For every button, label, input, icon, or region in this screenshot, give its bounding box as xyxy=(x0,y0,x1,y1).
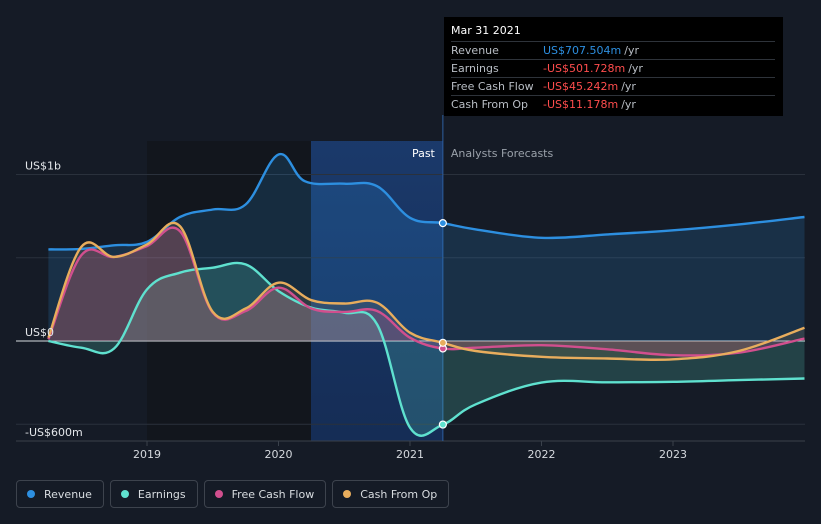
tooltip: Mar 31 2021 Revenue US$707.504m/yr Earning… xyxy=(444,17,783,116)
legend-dot-icon xyxy=(27,490,35,498)
past-label: Past xyxy=(412,147,436,160)
tooltip-row: Revenue US$707.504m/yr xyxy=(451,41,775,59)
free-cash-flow-area xyxy=(48,227,805,356)
tooltip-row-label: Free Cash Flow xyxy=(451,80,534,93)
tooltip-row-label: Revenue xyxy=(451,44,499,57)
x-tick-label: 2022 xyxy=(528,448,556,461)
tooltip-row-value: -US$45.242m xyxy=(543,80,619,93)
x-tick-label: 2020 xyxy=(265,448,293,461)
legend-dot-icon xyxy=(343,490,352,498)
legend-item-free-cash-flow[interactable]: Free Cash Flow xyxy=(203,480,327,508)
x-tick-label: 2019 xyxy=(133,448,161,461)
legend-dot-icon xyxy=(120,490,129,498)
earnings-point xyxy=(438,420,447,429)
tooltip-row-unit: /yr xyxy=(621,98,636,111)
tooltip-row-label: Earnings xyxy=(451,62,499,75)
tooltip-row-unit: /yr xyxy=(624,44,639,57)
earnings-area xyxy=(48,262,805,436)
legend-label: Free Cash Flow xyxy=(231,487,315,501)
y-axis-label: US$1b xyxy=(25,160,61,173)
legend-item-earnings[interactable]: Earnings xyxy=(109,480,198,508)
tooltip-row-unit: /yr xyxy=(628,62,643,75)
tooltip-row-value: US$707.504m xyxy=(543,44,622,57)
x-tick-label: 2023 xyxy=(659,448,687,461)
highlight-band xyxy=(311,141,443,441)
tooltip-row-value: -US$501.728m xyxy=(543,62,626,75)
legend-item-revenue[interactable]: Revenue xyxy=(16,480,104,508)
tooltip-row-label: Cash From Op xyxy=(451,98,529,111)
tooltip-row: Free Cash Flow -US$45.242m/yr xyxy=(451,77,775,95)
revenue-area xyxy=(48,154,805,341)
forecast-label: Analysts Forecasts xyxy=(451,147,554,160)
legend: Revenue Earnings Free Cash Flow Cash From O… xyxy=(16,480,455,508)
legend-label: Earnings xyxy=(137,487,186,501)
tooltip-row: Cash From Op -US$11.178m/yr xyxy=(451,95,775,113)
tooltip-row-value: -US$11.178m xyxy=(543,98,619,111)
past-band xyxy=(147,141,311,441)
cash-from-op-point xyxy=(438,338,447,347)
x-tick-label: 2021 xyxy=(396,448,424,461)
tooltip-date: Mar 31 2021 xyxy=(451,24,521,37)
y-axis-label: US$0 xyxy=(25,326,54,339)
revenue-point xyxy=(438,219,447,228)
tooltip-row: Earnings -US$501.728m/yr xyxy=(451,59,775,77)
legend-dot-icon xyxy=(214,490,223,498)
legend-label: Cash From Op xyxy=(360,487,438,501)
cash-from-op-line xyxy=(47,221,805,362)
earnings-line xyxy=(48,261,805,437)
legend-item-cash-from-op[interactable]: Cash From Op xyxy=(332,480,450,508)
free-cash-flow-line xyxy=(47,226,805,357)
legend-label: Revenue xyxy=(44,487,92,501)
tooltip-row-unit: /yr xyxy=(621,80,636,93)
revenue-line xyxy=(48,153,805,251)
cash-from-op-area xyxy=(48,222,805,360)
y-axis-label: -US$600m xyxy=(25,426,83,439)
